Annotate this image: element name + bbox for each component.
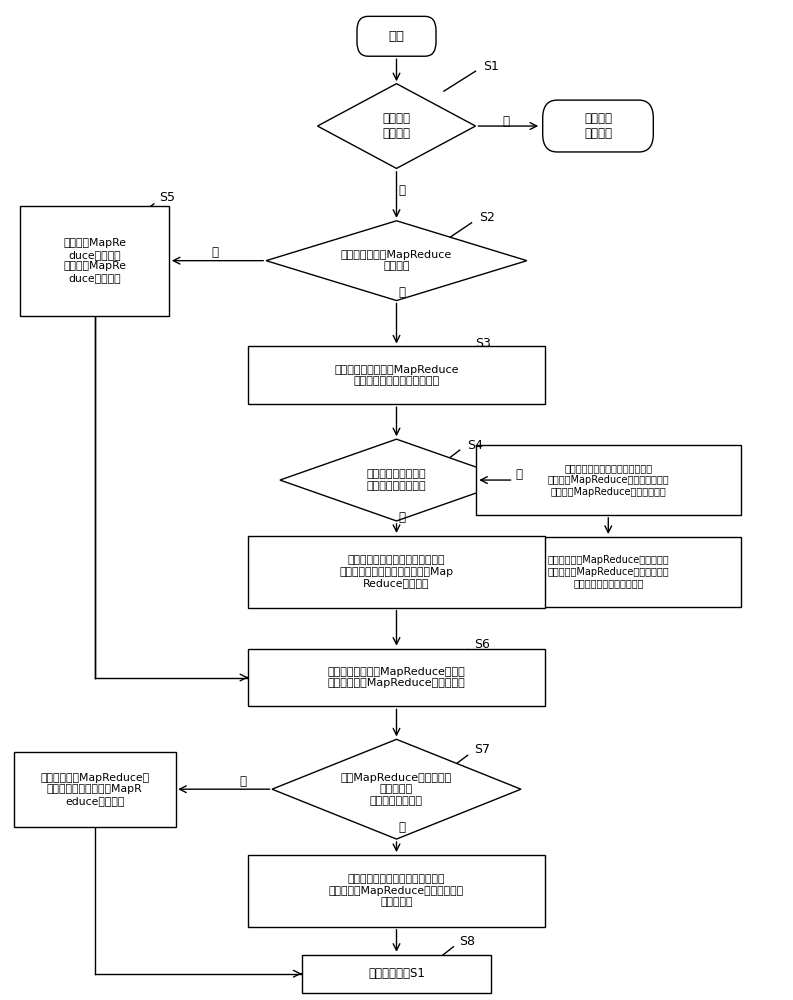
FancyBboxPatch shape [248, 346, 545, 404]
Text: S4: S4 [468, 439, 484, 452]
Text: 否: 否 [399, 511, 405, 524]
Text: 是: 是 [515, 468, 523, 481]
Text: 返回执行步骤S1: 返回执行步骤S1 [368, 967, 425, 980]
FancyBboxPatch shape [21, 206, 169, 316]
Text: 开始: 开始 [389, 30, 404, 43]
Text: 满足迭代
结束条件: 满足迭代 结束条件 [382, 112, 411, 140]
Polygon shape [272, 739, 521, 839]
FancyBboxPatch shape [476, 445, 741, 515]
Polygon shape [266, 221, 527, 301]
Polygon shape [280, 439, 513, 521]
Text: S7: S7 [474, 743, 490, 756]
FancyBboxPatch shape [248, 649, 545, 706]
Text: 否: 否 [399, 821, 405, 834]
Text: S6: S6 [474, 638, 490, 651]
Text: 结束参数自动调优的工作，并将历
史最优的MapReduce参数配置作为最
终最优的MapReduce参数配置输出: 结束参数自动调优的工作，并将历 史最优的MapReduce参数配置作为最 终最优… [547, 463, 669, 497]
Text: S5: S5 [159, 191, 175, 204]
Text: 否: 否 [211, 246, 218, 259]
FancyBboxPatch shape [13, 752, 175, 827]
Text: 是: 是 [502, 115, 509, 128]
Text: 从所有邻居参数配置中选取一个未
运行过的邻居参数配置作为新的Map
Reduce参数配置: 从所有邻居参数配置中选取一个未 运行过的邻居参数配置作为新的Map Reduce… [339, 555, 454, 588]
FancyBboxPatch shape [301, 955, 492, 993]
Text: 是: 是 [399, 286, 405, 299]
Text: 将默认的MapRe
duce参数配置
作为新的MapRe
duce参数配置: 将默认的MapRe duce参数配置 作为新的MapRe duce参数配置 [63, 238, 126, 283]
Text: 否: 否 [399, 184, 405, 197]
FancyBboxPatch shape [542, 100, 653, 152]
FancyBboxPatch shape [476, 537, 741, 607]
Text: S2: S2 [480, 211, 496, 224]
Text: 根据计算出的接受概率值，从而对
历史最优的MapReduce参数配置做出
相应的处理: 根据计算出的接受概率值，从而对 历史最优的MapReduce参数配置做出 相应的… [329, 874, 464, 908]
Text: 存在历史最优的MapReduce
参数配置: 存在历史最优的MapReduce 参数配置 [341, 250, 452, 271]
Text: 所有邻居参数配置均
存在运行日志记录中: 所有邻居参数配置均 存在运行日志记录中 [366, 469, 427, 491]
Text: 当前MapReduce作业的运行
时间比历史
最优的运行时间快: 当前MapReduce作业的运行 时间比历史 最优的运行时间快 [341, 773, 452, 806]
FancyBboxPatch shape [357, 16, 436, 56]
Text: 迭代计算
任务结束: 迭代计算 任务结束 [584, 112, 612, 140]
Text: 采用搜索出的新的MapReduce参数配
置来实现当前MapReduce作业的运行: 采用搜索出的新的MapReduce参数配 置来实现当前MapReduce作业的运… [328, 667, 465, 688]
Text: 生成获得历史最优的MapReduce
参数配置的所有邻居参数配置: 生成获得历史最优的MapReduce 参数配置的所有邻居参数配置 [335, 365, 458, 386]
Text: 之后所提交的MapReduce作业均采用
最终最优的MapReduce参数配置来运
行，直至满足迭代结束条件: 之后所提交的MapReduce作业均采用 最终最优的MapReduce参数配置来… [547, 555, 669, 588]
Text: 将所述的新的MapReduce参
数配置作为历史最优的MapR
educe参数配置: 将所述的新的MapReduce参 数配置作为历史最优的MapR educe参数配… [40, 773, 149, 806]
Polygon shape [317, 84, 476, 168]
Text: S8: S8 [460, 935, 476, 948]
FancyBboxPatch shape [248, 536, 545, 608]
Text: 是: 是 [239, 775, 246, 788]
Text: S3: S3 [476, 337, 492, 350]
FancyBboxPatch shape [248, 855, 545, 927]
Text: S1: S1 [484, 60, 500, 73]
